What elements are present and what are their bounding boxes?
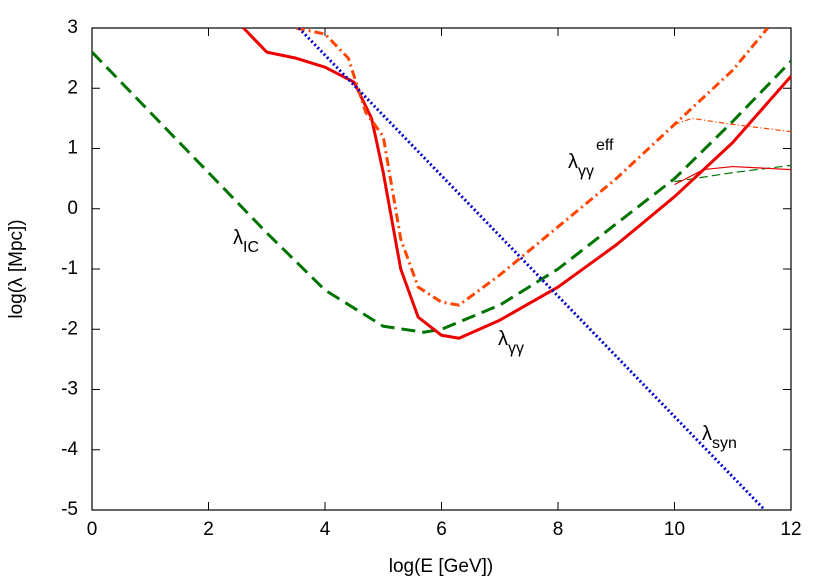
y-tick-label: -5 <box>61 499 78 520</box>
annotation-symbol: λ <box>702 423 712 445</box>
series-line <box>295 28 769 307</box>
annotation-sub: γγ <box>508 340 524 357</box>
x-tick-label: 6 <box>436 519 447 540</box>
y-tick-label: 1 <box>67 138 78 159</box>
y-tick-label: -3 <box>61 379 78 400</box>
annotation-sub: syn <box>712 435 737 452</box>
y-tick-label: -4 <box>61 439 78 460</box>
x-tick-label: 4 <box>320 519 331 540</box>
x-tick-label: 0 <box>87 519 98 540</box>
x-tick-label: 10 <box>664 519 685 540</box>
series-line <box>242 28 791 340</box>
series-line <box>674 165 791 186</box>
annotation-symbol: λ <box>498 328 508 350</box>
annotation-symbol: λ <box>233 227 243 249</box>
annotation: λγγeff <box>568 137 614 180</box>
y-tick-label: 2 <box>67 77 78 98</box>
annotation: λsyn <box>702 423 737 452</box>
series-line <box>92 51 791 334</box>
annotation: λIC <box>233 227 259 256</box>
annotation-sub: IC <box>243 239 259 256</box>
y-tick-label: 0 <box>67 198 78 219</box>
x-tick-label: 12 <box>780 519 801 540</box>
plot-frame <box>91 27 792 511</box>
annotation: λγγ <box>498 328 524 357</box>
annotation-sub: γγ <box>578 163 594 180</box>
series-line <box>674 117 791 133</box>
x-tick-label: 2 <box>203 519 214 540</box>
y-tick-label: -2 <box>61 318 78 339</box>
x-axis-label: log(E [GeV]) <box>389 556 494 577</box>
y-tick-label: 3 <box>67 17 78 38</box>
x-tick-label: 8 <box>553 519 564 540</box>
series-line <box>297 28 766 510</box>
annotation-symbol: λ <box>568 151 578 173</box>
annotation-sup: eff <box>596 137 614 154</box>
y-tick-label: -1 <box>61 258 78 279</box>
y-axis-label: log(λ [Mpc]) <box>6 219 27 318</box>
